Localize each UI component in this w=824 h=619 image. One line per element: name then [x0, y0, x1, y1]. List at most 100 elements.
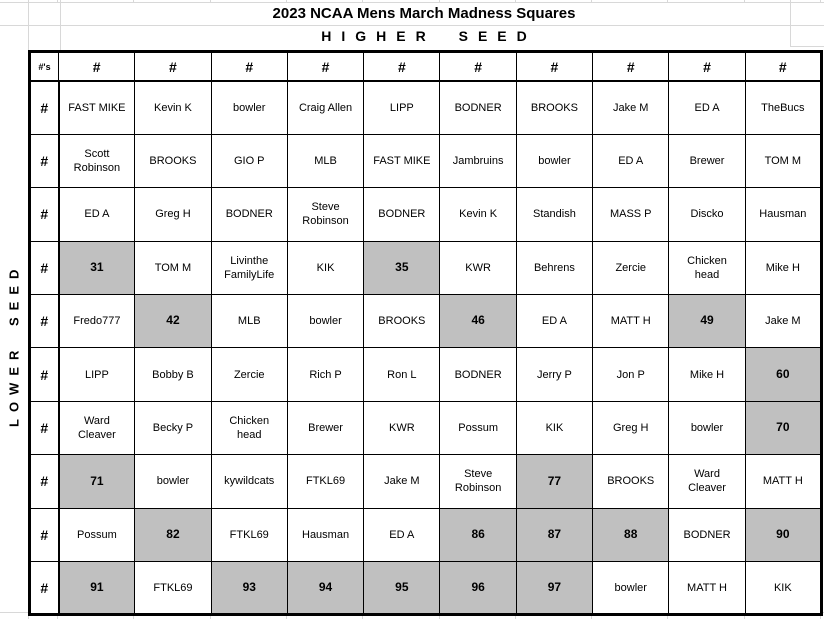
square-cell[interactable]: Jon P [592, 347, 670, 402]
square-cell[interactable]: Kevin K [134, 80, 212, 135]
unsold-square-cell[interactable]: 77 [515, 454, 594, 509]
square-cell[interactable]: Scott Robinson [57, 133, 136, 189]
unsold-square-cell[interactable]: 96 [439, 561, 517, 616]
square-cell[interactable]: Chicken head [210, 400, 288, 456]
column-header-cell[interactable]: # [210, 51, 288, 82]
square-cell[interactable]: BROOKS [134, 133, 212, 189]
row-number-header[interactable]: # [29, 187, 60, 242]
unsold-square-cell[interactable]: 87 [515, 507, 594, 563]
square-cell[interactable]: FTKL69 [134, 561, 212, 616]
square-cell[interactable]: BROOKS [363, 294, 441, 349]
column-header-cell[interactable]: # [134, 51, 212, 82]
square-cell[interactable]: FTKL69 [210, 507, 288, 563]
column-header-cell[interactable]: # [439, 51, 517, 82]
square-cell[interactable]: LIPP [57, 347, 136, 402]
unsold-square-cell[interactable]: 82 [134, 507, 212, 563]
square-cell[interactable]: Craig Allen [286, 80, 365, 135]
square-cell[interactable]: bowler [668, 400, 746, 456]
unsold-square-cell[interactable]: 91 [57, 561, 136, 616]
column-header-cell[interactable]: # [592, 51, 670, 82]
square-cell[interactable]: bowler [210, 80, 288, 135]
unsold-square-cell[interactable]: 60 [744, 347, 822, 402]
square-cell[interactable]: Becky P [134, 400, 212, 456]
column-header-cell[interactable]: # [515, 51, 594, 82]
square-cell[interactable]: Jake M [592, 80, 670, 135]
unsold-square-cell[interactable]: 95 [363, 561, 441, 616]
unsold-square-cell[interactable]: 93 [210, 561, 288, 616]
square-cell[interactable]: FTKL69 [286, 454, 365, 509]
unsold-square-cell[interactable]: 97 [515, 561, 594, 616]
square-cell[interactable]: BODNER [439, 347, 517, 402]
row-number-header[interactable]: # [29, 347, 60, 402]
square-cell[interactable]: Brewer [286, 400, 365, 456]
square-cell[interactable]: ED A [363, 507, 441, 563]
square-cell[interactable]: BROOKS [515, 80, 594, 135]
square-cell[interactable]: Kevin K [439, 187, 517, 242]
square-cell[interactable]: Mike H [744, 240, 822, 296]
square-cell[interactable]: Jake M [744, 294, 822, 349]
unsold-square-cell[interactable]: 35 [363, 240, 441, 296]
square-cell[interactable]: BROOKS [592, 454, 670, 509]
square-cell[interactable]: Ron L [363, 347, 441, 402]
column-header-cell[interactable]: # [286, 51, 365, 82]
unsold-square-cell[interactable]: 71 [57, 454, 136, 509]
square-cell[interactable]: BODNER [210, 187, 288, 242]
square-cell[interactable]: BODNER [668, 507, 746, 563]
row-number-header[interactable]: # [29, 133, 60, 189]
row-number-header[interactable]: # [29, 400, 60, 456]
square-cell[interactable]: Chicken head [668, 240, 746, 296]
square-cell[interactable]: MASS P [592, 187, 670, 242]
square-cell[interactable]: Mike H [668, 347, 746, 402]
unsold-square-cell[interactable]: 31 [57, 240, 136, 296]
square-cell[interactable]: Zercie [210, 347, 288, 402]
square-cell[interactable]: LIPP [363, 80, 441, 135]
square-cell[interactable]: BODNER [363, 187, 441, 242]
row-number-header[interactable]: # [29, 240, 60, 296]
square-cell[interactable]: Standish [515, 187, 594, 242]
unsold-square-cell[interactable]: 70 [744, 400, 822, 456]
square-cell[interactable]: Steve Robinson [439, 454, 517, 509]
square-cell[interactable]: MLB [286, 133, 365, 189]
square-cell[interactable]: bowler [515, 133, 594, 189]
unsold-square-cell[interactable]: 94 [286, 561, 365, 616]
square-cell[interactable]: Hausman [744, 187, 822, 242]
column-header-cell[interactable]: # [57, 51, 136, 82]
unsold-square-cell[interactable]: 86 [439, 507, 517, 563]
square-cell[interactable]: MATT H [592, 294, 670, 349]
square-cell[interactable]: Livinthe FamilyLife [210, 240, 288, 296]
corner-header-cell[interactable]: #'s [29, 51, 59, 82]
square-cell[interactable]: KWR [363, 400, 441, 456]
square-cell[interactable]: KIK [286, 240, 365, 296]
square-cell[interactable]: Discko [668, 187, 746, 242]
square-cell[interactable]: Rich P [286, 347, 365, 402]
square-cell[interactable]: Jake M [363, 454, 441, 509]
square-cell[interactable]: Steve Robinson [286, 187, 365, 242]
square-cell[interactable]: GIO P [210, 133, 288, 189]
unsold-square-cell[interactable]: 42 [134, 294, 212, 349]
square-cell[interactable]: MATT H [744, 454, 822, 509]
square-cell[interactable]: Behrens [515, 240, 594, 296]
square-cell[interactable]: Brewer [668, 133, 746, 189]
square-cell[interactable]: TOM M [744, 133, 822, 189]
column-header-cell[interactable]: # [363, 51, 441, 82]
square-cell[interactable]: Jerry P [515, 347, 594, 402]
unsold-square-cell[interactable]: 46 [439, 294, 517, 349]
square-cell[interactable]: kywildcats [210, 454, 288, 509]
row-number-header[interactable]: # [29, 454, 60, 509]
square-cell[interactable]: Zercie [592, 240, 670, 296]
square-cell[interactable]: bowler [592, 561, 670, 616]
square-cell[interactable]: MLB [210, 294, 288, 349]
column-header-cell[interactable]: # [744, 51, 822, 82]
row-number-header[interactable]: # [29, 294, 60, 349]
row-number-header[interactable]: # [29, 507, 60, 563]
square-cell[interactable]: Possum [57, 507, 136, 563]
square-cell[interactable]: FAST MIKE [363, 133, 441, 189]
square-cell[interactable]: FAST MIKE [57, 80, 136, 135]
square-cell[interactable]: KWR [439, 240, 517, 296]
square-cell[interactable]: Greg H [592, 400, 670, 456]
square-cell[interactable]: Fredo777 [57, 294, 136, 349]
square-cell[interactable]: TheBucs [744, 80, 822, 135]
square-cell[interactable]: MATT H [668, 561, 746, 616]
square-cell[interactable]: TOM M [134, 240, 212, 296]
column-header-cell[interactable]: # [668, 51, 746, 82]
